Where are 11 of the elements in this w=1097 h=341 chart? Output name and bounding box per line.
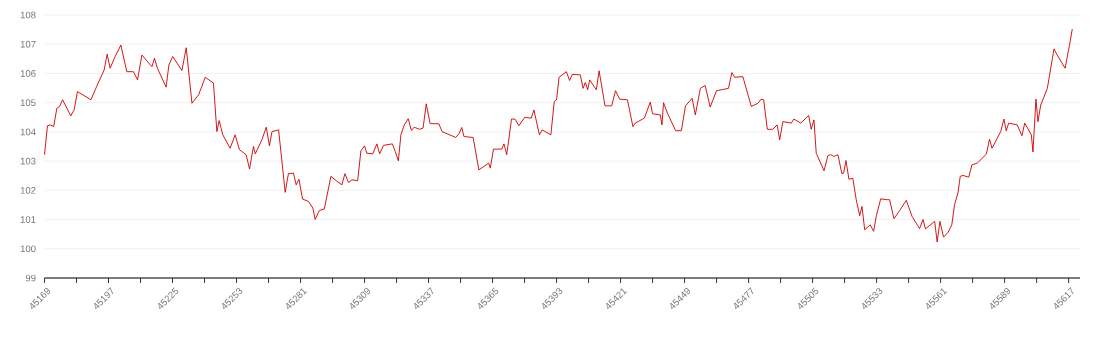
y-tick-label: 99 (25, 274, 36, 282)
y-tick-label: 103 (20, 157, 36, 165)
y-tick-label: 104 (20, 128, 36, 136)
y-tick-label: 105 (20, 99, 36, 107)
y-tick-label: 100 (20, 245, 36, 253)
y-tick-label: 108 (20, 11, 36, 19)
line-series (44, 28, 1073, 243)
y-tick-label: 107 (20, 40, 36, 48)
y-tick-label: 106 (20, 70, 36, 77)
y-tick-label: 101 (20, 216, 36, 223)
y-tick-label: 102 (20, 186, 36, 194)
